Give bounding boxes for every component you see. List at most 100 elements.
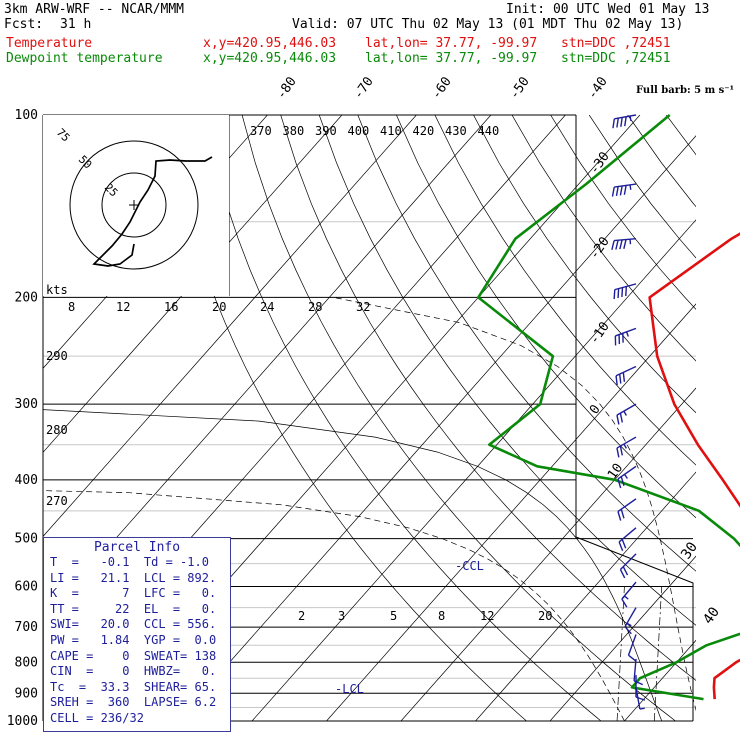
isotherm: [177, 135, 696, 721]
theta-label-420: 420: [413, 124, 435, 138]
mixing-ratio-line: [616, 586, 625, 721]
dry-adiabat: [434, 115, 696, 466]
theta-label-410: 410: [380, 124, 402, 138]
wind-barb-feather: [615, 375, 618, 386]
mixing-ratio-label-20: 20: [538, 609, 552, 623]
theta-label-400: 400: [348, 124, 370, 138]
dew-latlon: lat,lon= 37.77, -99.97: [365, 51, 538, 66]
isotherm: [251, 219, 696, 721]
theta-label-290: 290: [46, 349, 68, 363]
wind-barb-feather: [619, 569, 626, 579]
wind-barb-half-feather: [629, 184, 632, 190]
theta-label-390: 390: [315, 124, 337, 138]
dry-adiabat: [705, 115, 740, 721]
wind-barb-feather: [619, 412, 623, 423]
dry-adiabat: [164, 115, 527, 721]
ccl-marker: -CCL: [455, 559, 484, 573]
barb-key: Full barb: 5 m s⁻¹: [636, 85, 734, 96]
upper-axis-label-12: 12: [116, 300, 130, 314]
wind-barb: [613, 283, 637, 300]
wind-barb: [617, 465, 637, 489]
wind-barb: [615, 365, 637, 386]
wind-barb-shaft: [624, 607, 637, 628]
mixing-ratio-line: [653, 586, 663, 721]
wind-barb-half-feather: [623, 410, 627, 416]
wind-barb: [617, 498, 637, 521]
wind-barb-feather: [615, 186, 619, 197]
wind-barb-feather: [616, 414, 620, 425]
wind-barb-shaft: [627, 634, 637, 656]
temp-station: stn=DDC ,72451: [561, 36, 671, 51]
legend-temperature: Temperature: [6, 36, 93, 51]
wind-barb: [624, 607, 637, 635]
mixing-ratio-line: [714, 587, 721, 721]
wind-barb: [611, 237, 637, 251]
wind-barb-feather: [621, 598, 628, 608]
parcel-info-row: CELL = 236/32: [50, 710, 144, 725]
parcel-info-row: TT = 22 EL = 0.: [50, 601, 217, 616]
dry-adiabat: [666, 115, 696, 156]
parcel-info-row: PW = 1.84 YGP = 0.0: [50, 632, 217, 647]
wind-speed-label-30: 30: [678, 539, 701, 562]
parcel-info-rows: T = -0.1 Td = -1.0 LI = 21.1 LCL = 892. K …: [44, 555, 230, 727]
temp-tick--60: -60: [429, 74, 455, 102]
pressure-label-400: 400: [15, 473, 38, 488]
wind-barb-feather: [620, 476, 625, 486]
temp-tick--50: -50: [507, 74, 533, 102]
mixing-ratio-label-3: 3: [338, 609, 345, 623]
theta-label-280: 280: [46, 423, 68, 437]
sounding-traces: [477, 113, 740, 701]
hodograph-ring: [69, 140, 199, 270]
wind-barb-feather: [622, 566, 629, 576]
dry-adiabat: [588, 115, 696, 259]
isotherm: [549, 555, 696, 721]
wind-barb-feather: [628, 654, 637, 662]
wind-barb-half-feather: [639, 707, 645, 710]
wind-barb: [612, 114, 637, 129]
wind-barb-feather: [611, 240, 615, 251]
wind-barb-feather: [625, 286, 628, 297]
forecast-hours: 31 h: [60, 17, 92, 32]
wind-barb-feather: [613, 289, 616, 300]
mixing-ratio-label-8: 8: [438, 609, 445, 623]
isotherm: [475, 471, 696, 721]
upper-axis-label-24: 24: [260, 300, 274, 314]
theta-label-370: 370: [250, 124, 272, 138]
wind-barb-half-feather: [623, 443, 627, 449]
dewpoint-trace: [477, 113, 740, 701]
forecast-label: Fcst:: [4, 17, 44, 32]
dry-adiabat: [203, 115, 602, 721]
wind-barb-feather: [620, 117, 623, 127]
wind-barb-shaft: [633, 658, 637, 681]
dry-adiabat: [473, 115, 696, 414]
dry-adiabat: [396, 115, 696, 519]
wind-barb-feather: [620, 509, 625, 519]
wind-barb-half-feather: [623, 473, 628, 479]
wind-barb-feather: [618, 374, 622, 384]
wind-barb-feather: [617, 288, 620, 299]
dry-adiabat: [241, 115, 676, 721]
temperature-trace: [648, 232, 740, 700]
wind-barb-feather: [617, 478, 622, 489]
hodograph-ring: [101, 172, 167, 238]
wind-barb-shaft: [635, 687, 641, 710]
pressure-label-200: 200: [15, 290, 38, 305]
wind-barb-feather: [622, 372, 626, 382]
mixing-ratio-label-5: 5: [390, 609, 397, 623]
parcel-info-title: Parcel Info: [93, 540, 181, 555]
pressure-label-900: 900: [15, 686, 38, 701]
temp-xy: x,y=420.95,446.03: [203, 36, 337, 51]
temp-tick--40: -40: [585, 74, 611, 102]
parcel-info-row: T = -0.1 Td = -1.0: [50, 555, 209, 569]
hodograph-trace: [92, 156, 213, 267]
pressure-label-800: 800: [15, 655, 38, 670]
parcel-info-row: CAPE = 0 SWEAT= 138: [50, 648, 217, 663]
wind-barb: [616, 403, 637, 425]
wind-barbs: [611, 114, 646, 710]
isotherm: [400, 387, 696, 721]
wind-barb-feather: [617, 511, 622, 521]
wind-barb-half-feather: [629, 115, 632, 122]
parcel-info-panel: Parcel Info T = -0.1 Td = -1.0 LI = 21.1 …: [43, 537, 231, 732]
wind-barb: [614, 327, 637, 346]
pressure-label-300: 300: [15, 397, 38, 412]
